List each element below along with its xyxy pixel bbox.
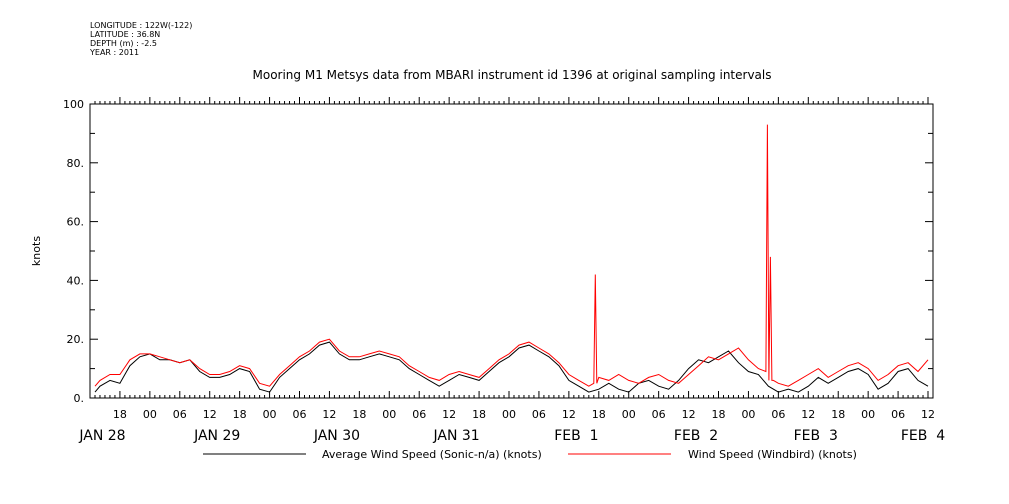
y-axis-label: knots <box>30 236 43 266</box>
y-tick-label: 20. <box>67 333 85 346</box>
y-tick-label: 40. <box>67 274 85 287</box>
x-hour-label: 06 <box>293 408 307 421</box>
x-hour-label: 00 <box>502 408 516 421</box>
x-hour-label: 06 <box>173 408 187 421</box>
depth-label: DEPTH (m) : -2.5 <box>90 39 157 48</box>
x-hour-label: 00 <box>263 408 277 421</box>
x-hour-label: 12 <box>682 408 696 421</box>
x-hour-label: 12 <box>322 408 336 421</box>
year-label: YEAR : 2011 <box>90 48 140 57</box>
x-axis: 18 00 06 12 18 00 06 12 18 00 06 12 18 00 06 12 18 00 06 12… <box>78 97 945 444</box>
x-hour-label: 06 <box>891 408 905 421</box>
x-date-label: FEB 4 <box>901 428 945 444</box>
x-hour-label: 12 <box>801 408 815 421</box>
x-hour-label: 00 <box>741 408 755 421</box>
x-date-label: JAN 29 <box>193 428 240 444</box>
series-layer <box>94 124 929 393</box>
chart-title: Mooring M1 Metsys data from MBARI instru… <box>253 68 772 82</box>
x-hour-label: 18 <box>712 408 726 421</box>
x-hour-label: 12 <box>203 408 217 421</box>
x-hour-label: 00 <box>622 408 636 421</box>
x-hour-label: 18 <box>592 408 606 421</box>
legend-label-windbird: Wind Speed (Windbird) (knots) <box>688 448 857 461</box>
x-hour-label: 06 <box>771 408 785 421</box>
x-date-label: FEB 3 <box>794 428 838 444</box>
x-date-label: JAN 30 <box>313 428 360 444</box>
x-date-label: FEB 1 <box>554 428 598 444</box>
x-hour-label: 06 <box>532 408 546 421</box>
x-hour-label: 00 <box>382 408 396 421</box>
y-tick-label: 60. <box>67 216 85 229</box>
x-hour-label: 00 <box>861 408 875 421</box>
y-tick-label: 0. <box>74 392 85 405</box>
x-hour-label: 18 <box>831 408 845 421</box>
x-hour-label: 18 <box>113 408 127 421</box>
y-axis: 0. 20. 40. 60. 80. 100 <box>63 98 933 405</box>
x-date-label: JAN 31 <box>433 428 480 444</box>
x-hour-label: 18 <box>472 408 486 421</box>
x-date-label: JAN 28 <box>78 428 125 444</box>
plot-frame <box>89 103 934 399</box>
y-tick-label: 100 <box>63 98 84 111</box>
x-hour-label: 12 <box>562 408 576 421</box>
legend: Average Wind Speed (Sonic-n/a) (knots) W… <box>203 448 857 461</box>
x-hour-label: 18 <box>352 408 366 421</box>
x-hour-label: 18 <box>233 408 247 421</box>
x-hour-label: 00 <box>143 408 157 421</box>
legend-label-average: Average Wind Speed (Sonic-n/a) (knots) <box>322 448 542 461</box>
x-hour-label: 06 <box>412 408 426 421</box>
x-hour-label: 12 <box>442 408 456 421</box>
x-hour-label: 12 <box>921 408 935 421</box>
y-tick-label: 80. <box>67 157 85 170</box>
series-line-average-wind-speed <box>94 341 929 393</box>
latitude-label: LATITUDE : 36.8N <box>90 30 161 39</box>
x-hour-label: 06 <box>652 408 666 421</box>
x-date-label: FEB 2 <box>674 428 718 444</box>
metadata-block: LONGITUDE : 122W(-122) LATITUDE : 36.8N … <box>90 21 192 57</box>
longitude-label: LONGITUDE : 122W(-122) <box>90 21 193 30</box>
series-line-windbird-wind-speed <box>94 124 929 387</box>
